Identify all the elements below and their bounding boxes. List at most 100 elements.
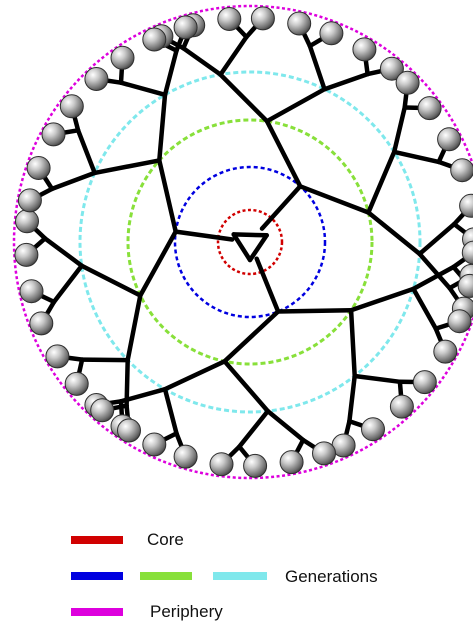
branch-segment xyxy=(92,158,162,176)
ring-generation-3 xyxy=(78,70,422,414)
legend-label-generations: Generations xyxy=(285,567,378,586)
branch-segment xyxy=(237,408,271,449)
terminal-sphere xyxy=(26,156,51,180)
legend-swatch-generation-3 xyxy=(213,572,267,580)
terminal-sphere xyxy=(217,7,242,31)
ring-generation-2 xyxy=(126,118,374,366)
terminal-sphere xyxy=(243,453,268,478)
branch-segment xyxy=(411,286,439,331)
branch-segment xyxy=(366,210,422,257)
ring-generation-1 xyxy=(173,165,327,319)
branch-segment xyxy=(417,221,457,257)
branch-segment xyxy=(297,184,371,215)
terminal-sphere xyxy=(287,11,312,36)
branch-segment xyxy=(118,80,168,98)
ring-core xyxy=(216,208,284,276)
terminal-sphere xyxy=(117,418,141,443)
branch-segment xyxy=(218,34,249,77)
branch-segment xyxy=(275,307,354,314)
branch-segment xyxy=(138,229,178,298)
terminal-sphere xyxy=(279,450,304,475)
terminal-sphere xyxy=(447,309,472,334)
branch-segment xyxy=(218,72,270,124)
terminal-sphere xyxy=(461,240,473,265)
core-bond xyxy=(231,232,253,263)
terminal-sphere xyxy=(433,339,458,364)
branch-segment xyxy=(162,359,227,392)
terminal-groups xyxy=(14,6,473,478)
terminal-sphere xyxy=(41,122,66,147)
terminal-sphere xyxy=(312,441,336,466)
branch-segment xyxy=(264,118,303,189)
legend: Core Generations Periphery xyxy=(0,500,473,623)
terminal-sphere xyxy=(457,273,473,298)
terminal-sphere xyxy=(90,398,115,423)
legend-swatch-periphery xyxy=(71,608,123,616)
branch-segment xyxy=(348,307,357,379)
terminal-sphere xyxy=(59,94,84,119)
terminal-sphere xyxy=(459,193,473,218)
branch-segment xyxy=(347,373,357,424)
branch-segment xyxy=(124,357,130,408)
branch-segment xyxy=(157,158,178,234)
terminal-sphere xyxy=(412,370,437,395)
branch-segment xyxy=(417,251,452,291)
legend-swatch-generation-1 xyxy=(71,572,123,580)
ring-periphery xyxy=(12,4,473,480)
terminal-sphere xyxy=(437,127,462,152)
core-bond xyxy=(231,232,269,238)
terminal-sphere xyxy=(379,56,404,81)
branch-segment xyxy=(173,229,235,242)
terminal-sphere xyxy=(417,96,442,121)
terminal-sphere xyxy=(395,70,420,95)
branch-segment xyxy=(254,256,281,314)
terminal-sphere xyxy=(450,158,473,183)
branch-segment xyxy=(157,92,168,163)
terminal-sphere xyxy=(142,27,167,52)
branch-segment xyxy=(411,264,456,292)
terminal-sphere xyxy=(173,15,198,40)
dendrimer-diagram xyxy=(12,4,473,480)
terminal-sphere xyxy=(173,444,198,469)
branch-segment xyxy=(162,386,179,436)
terminal-sphere xyxy=(361,417,385,442)
terminal-sphere xyxy=(45,344,70,369)
terminal-sphere xyxy=(14,242,39,267)
branch-segment xyxy=(322,71,370,92)
terminal-sphere xyxy=(17,188,42,213)
branch-segment xyxy=(222,309,281,364)
legend-swatch-core xyxy=(71,536,123,544)
terminal-sphere xyxy=(29,311,54,336)
branch-segment xyxy=(75,128,97,176)
terminal-sphere xyxy=(142,432,167,457)
terminal-sphere xyxy=(352,37,377,62)
branch-segment xyxy=(222,359,271,414)
terminal-sphere xyxy=(209,452,234,477)
branch-segment xyxy=(264,86,327,124)
terminal-sphere xyxy=(110,45,135,70)
core-bond xyxy=(247,233,269,263)
branch-segment xyxy=(307,43,327,92)
terminal-sphere xyxy=(15,209,39,234)
branch-segment xyxy=(51,263,84,305)
branch-segment xyxy=(366,149,397,215)
terminal-sphere xyxy=(389,394,414,419)
terminal-sphere xyxy=(250,6,275,31)
terminal-sphere xyxy=(319,21,344,46)
branch-segment xyxy=(181,45,223,77)
branch-segment xyxy=(79,357,130,363)
legend-label-periphery: Periphery xyxy=(150,602,223,621)
branch-segment xyxy=(162,48,179,98)
branch-segment xyxy=(259,184,303,231)
branch-segment xyxy=(42,236,84,268)
generation-rings xyxy=(12,4,473,480)
branch-segment xyxy=(265,408,306,443)
branch-segment xyxy=(125,293,143,363)
branch-segment xyxy=(79,263,143,298)
branch-segment xyxy=(352,373,403,385)
branch-segment xyxy=(348,286,416,313)
legend-swatch-generation-2 xyxy=(140,572,192,580)
terminal-sphere xyxy=(19,279,44,304)
branch-segment xyxy=(391,105,407,155)
branch-segment xyxy=(391,149,441,165)
